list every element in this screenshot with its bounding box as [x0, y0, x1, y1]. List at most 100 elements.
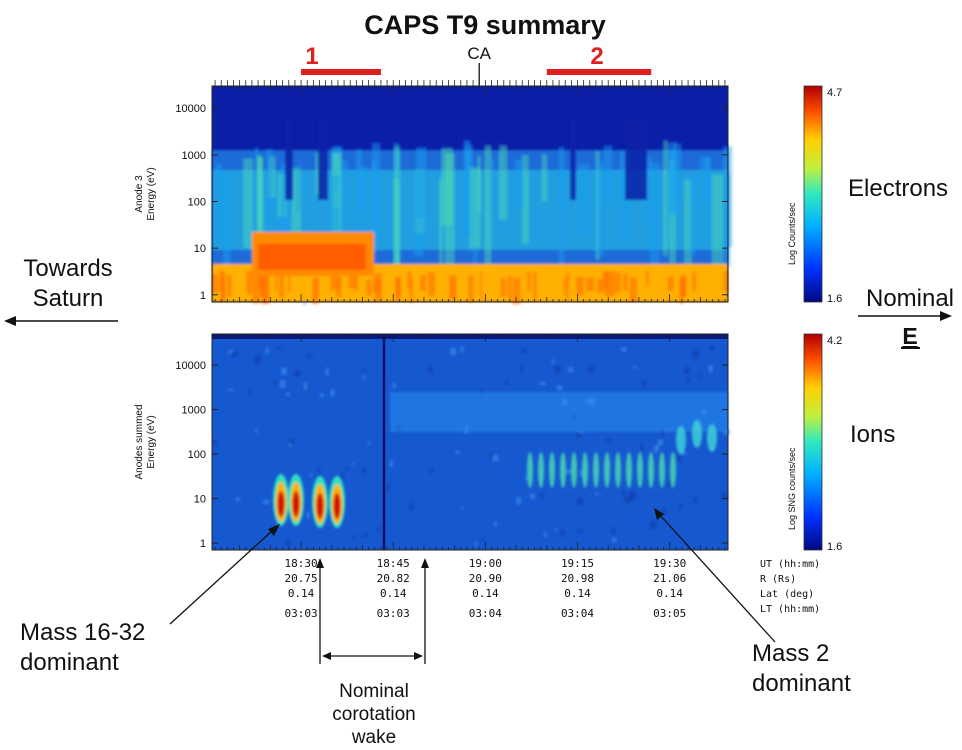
electron-texture-streak: [341, 160, 348, 231]
electron-ylabel-line2: Energy (eV): [146, 167, 157, 220]
electron-low-streak: [692, 272, 696, 292]
towards-saturn-line2: Saturn: [33, 285, 104, 312]
row-label-lt: LT (hh:mm): [760, 604, 820, 615]
chart-title: CAPS T9 summary: [364, 10, 606, 40]
electron-texture-streak: [393, 179, 400, 293]
ion-noise: [642, 380, 646, 387]
electron-dropout: [285, 120, 293, 200]
ion-noise: [489, 453, 495, 459]
electron-low-streak: [395, 276, 401, 302]
electron-low-streak: [221, 271, 226, 300]
electron-plot-frame: [211, 85, 729, 303]
electron-low-streak: [566, 271, 570, 289]
ion-noise: [625, 496, 631, 503]
time-axis-lt-label: 03:03: [285, 607, 318, 620]
ion-colorbar-max: 4.2: [827, 335, 842, 347]
electron-low-streak: [563, 277, 566, 295]
electron-low-streak: [512, 277, 521, 305]
ion-light-streak: [626, 452, 632, 488]
interval-bar-2: [546, 69, 652, 75]
ion-ytick-label: 1000: [182, 405, 206, 417]
electron-ytick-label: 10: [194, 243, 206, 255]
ion-noise: [265, 347, 269, 354]
ion-top-band: [212, 334, 728, 339]
ion-noise: [650, 521, 657, 529]
ion-light-streak: [527, 452, 533, 488]
electron-texture-streak: [416, 147, 427, 219]
ion-noise: [235, 497, 240, 501]
electron-ylabel-line1: Anode 3: [134, 175, 145, 213]
ion-noise: [287, 538, 290, 546]
ion-noise: [556, 385, 563, 390]
ion-noise: [351, 462, 354, 466]
wake-span-arrowhead-right: [414, 652, 423, 660]
electron-texture-streak: [595, 161, 604, 257]
electron-low-streak: [337, 271, 341, 289]
ion-noise: [687, 377, 690, 383]
ion-noise: [668, 479, 673, 488]
interval-label-2: 2: [590, 43, 603, 70]
towards-saturn-line1: Towards: [23, 255, 112, 282]
electron-low-streak: [623, 273, 628, 291]
ion-noise: [662, 428, 665, 436]
electron-colorbar-min: 1.6: [827, 293, 842, 305]
wake-marker-right-arrowhead: [421, 558, 429, 568]
ion-noise: [481, 538, 486, 542]
electron-low-streak: [374, 273, 382, 301]
ion-noise: [721, 493, 728, 500]
ion-noise: [303, 382, 308, 390]
wake-line2: corotation: [332, 704, 415, 725]
nominal-e-arrowhead: [940, 311, 952, 321]
ion-ytick-label: 1: [200, 538, 206, 550]
ion-light-streak: [538, 452, 544, 488]
ion-noise: [551, 358, 554, 365]
electron-texture-streak: [577, 164, 590, 235]
electron-texture-streak: [619, 151, 630, 244]
ion-noise: [248, 388, 252, 394]
electron-low-streak: [330, 271, 337, 290]
wake-marker-left-arrowhead: [316, 558, 324, 568]
electron-interval1-core: [258, 244, 366, 270]
ion-noise: [376, 527, 380, 531]
electron-low-streak: [533, 272, 537, 300]
ion-noise: [492, 454, 499, 462]
time-axis-lat-label: 0.14: [564, 587, 591, 600]
ion-noise: [309, 473, 313, 477]
ion-noise: [493, 521, 497, 527]
ion-noise: [228, 388, 234, 391]
ion-light-streak: [615, 452, 621, 488]
ion-noise: [530, 493, 535, 500]
time-axis-lat-label: 0.14: [288, 587, 315, 600]
electron-texture-streak: [711, 174, 724, 282]
mass-2-line2: dominant: [752, 670, 851, 697]
electron-texture-streak: [291, 167, 302, 268]
electron-low-streak: [420, 275, 427, 292]
ion-noise: [522, 349, 527, 353]
time-axis-ut-label: 18:45: [377, 557, 410, 570]
electron-low-streak: [287, 273, 291, 292]
time-axis-r-label: 20.98: [561, 572, 594, 585]
ion-noise: [677, 454, 682, 462]
ion-light-streak: [692, 420, 702, 448]
ion-light-streak: [571, 452, 577, 488]
ion-noise: [392, 383, 397, 389]
ion-noise: [576, 433, 582, 438]
ion-light-streak: [648, 452, 654, 488]
ion-noise: [306, 511, 310, 519]
electron-low-streak: [252, 276, 260, 304]
ion-noise: [579, 431, 583, 434]
ion-light-streak: [676, 426, 686, 454]
ion-heavy-blob-core: [333, 493, 341, 519]
ion-heavy-blob-core: [292, 491, 300, 517]
mass-2-line1: Mass 2: [752, 640, 829, 667]
electron-low-streak: [274, 273, 278, 291]
ion-noise: [633, 366, 637, 369]
ion-noise: [276, 347, 282, 350]
electron-texture-streak: [541, 154, 548, 202]
wake-line3: wake: [351, 727, 396, 748]
ion-spectrogram: 1 10 100 1000 10000: [175, 333, 730, 551]
wake-span-arrowhead-left: [322, 652, 331, 660]
ion-light-streak: [560, 452, 566, 488]
electron-low-streak: [279, 273, 285, 298]
ion-noise: [231, 351, 238, 357]
